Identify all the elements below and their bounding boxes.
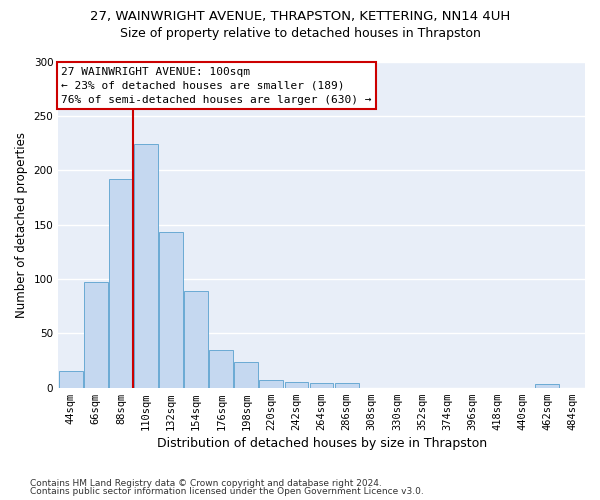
Bar [259,380,283,388]
Text: Contains public sector information licensed under the Open Government Licence v3: Contains public sector information licen… [30,487,424,496]
Text: 27 WAINWRIGHT AVENUE: 100sqm
← 23% of detached houses are smaller (189)
76% of s: 27 WAINWRIGHT AVENUE: 100sqm ← 23% of de… [61,67,371,105]
Bar [84,282,108,388]
Text: 27, WAINWRIGHT AVENUE, THRAPSTON, KETTERING, NN14 4UH: 27, WAINWRIGHT AVENUE, THRAPSTON, KETTER… [90,10,510,23]
Bar [535,384,559,388]
Bar [209,350,233,388]
Text: Contains HM Land Registry data © Crown copyright and database right 2024.: Contains HM Land Registry data © Crown c… [30,478,382,488]
Text: Size of property relative to detached houses in Thrapston: Size of property relative to detached ho… [119,28,481,40]
Bar [134,144,158,388]
Y-axis label: Number of detached properties: Number of detached properties [15,132,28,318]
Bar [310,384,334,388]
Bar [335,384,359,388]
Bar [284,382,308,388]
Bar [109,179,133,388]
Bar [184,291,208,388]
Bar [159,232,183,388]
Bar [59,372,83,388]
Bar [235,362,258,388]
X-axis label: Distribution of detached houses by size in Thrapston: Distribution of detached houses by size … [157,437,487,450]
